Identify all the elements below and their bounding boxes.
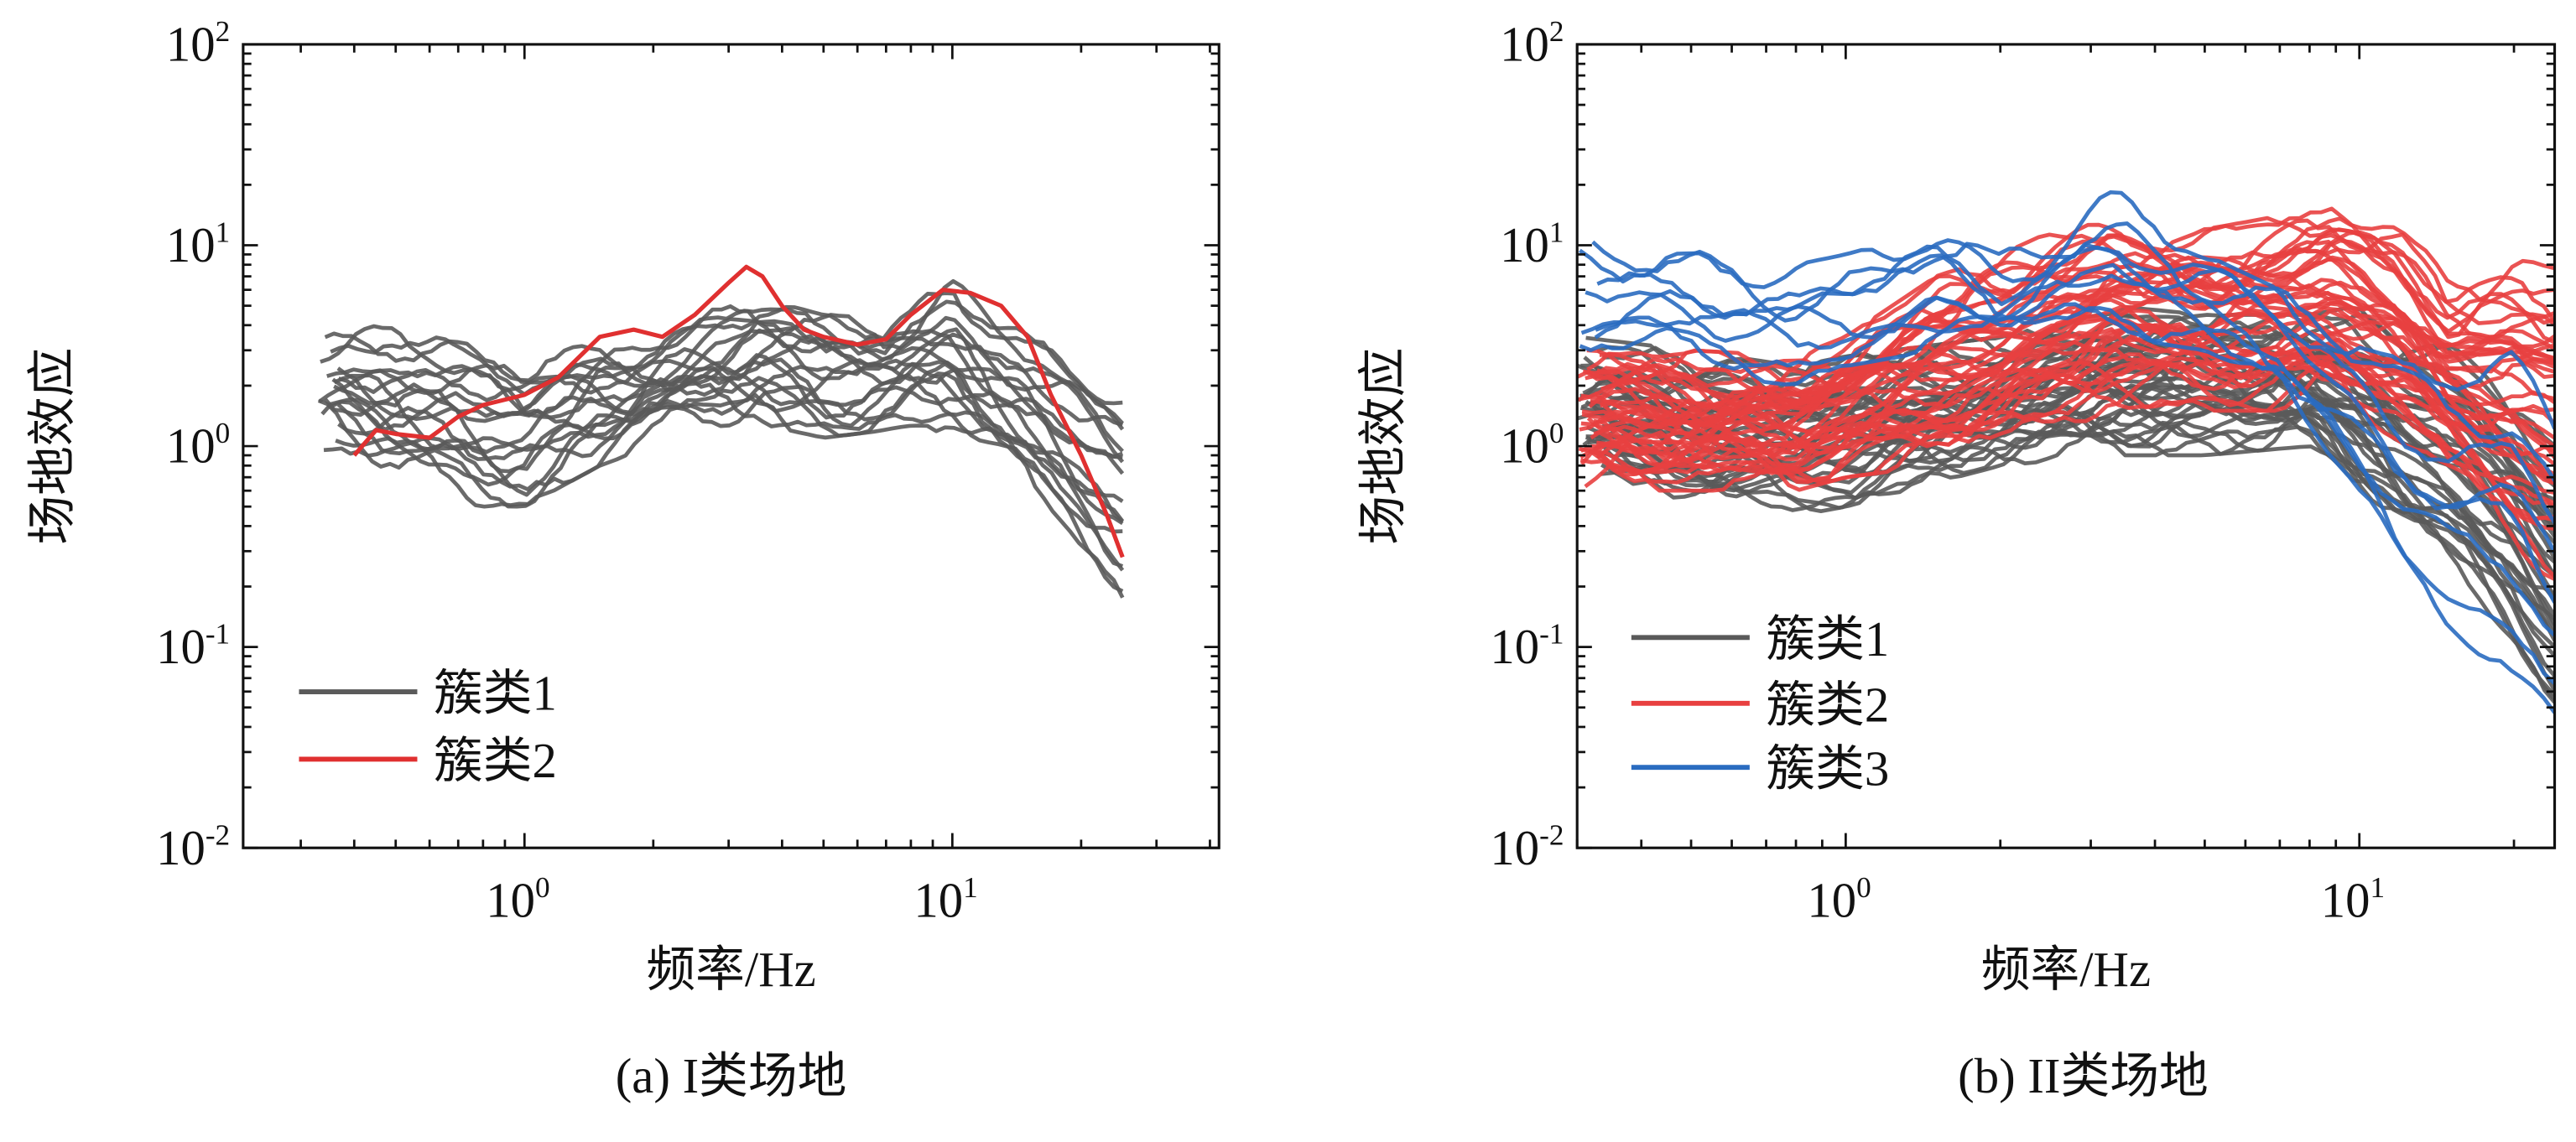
y-tick-label: 10-1 [156, 618, 230, 675]
x-tick-label-base: 10 [2321, 874, 2370, 928]
legend: 簇类1 簇类2 簇类3 [1631, 612, 1889, 797]
x-tick-label: 101 [2321, 871, 2385, 928]
series-line-1-15 [326, 313, 1125, 431]
plot-frame [242, 43, 1220, 849]
x-tick-label: 101 [913, 871, 977, 928]
axis-ticks [1575, 43, 2555, 849]
y-tick-label-exp: 1 [216, 216, 231, 249]
y-tick-label-exp: 2 [1549, 15, 1564, 48]
series-line-1-8 [333, 347, 1124, 526]
legend-label-2: 簇类2 [1766, 677, 1889, 732]
x-tick-label-base: 10 [1807, 874, 1856, 928]
series-group-2 [1577, 206, 2555, 581]
series-line-2-39 [1599, 206, 2555, 408]
y-tick-label-base: 10 [1500, 218, 1549, 273]
x-tick-label-exp: 0 [535, 871, 550, 904]
y-tick-label: 10-1 [1490, 618, 1564, 675]
x-axis-title: 频率/Hz [1981, 942, 2151, 997]
y-tick-label-base: 10 [1500, 419, 1549, 474]
y-tick-label-exp: 1 [1549, 216, 1564, 249]
series-line-1-17 [330, 299, 1124, 425]
y-tick-label-base: 10 [166, 218, 216, 273]
x-tick-label: 100 [486, 871, 549, 928]
x-tick-label: 100 [1807, 871, 1871, 928]
y-tick-label-exp: -1 [1539, 618, 1564, 651]
x-tick-label-base: 10 [486, 874, 535, 928]
series-line-1-4 [1634, 407, 2555, 704]
legend-label-1: 簇类1 [434, 667, 557, 721]
series-line-1-18 [324, 291, 1123, 406]
series-line-1-7 [1595, 397, 2555, 677]
y-tick-label: 102 [1500, 15, 1564, 72]
x-tick-label-base: 10 [913, 874, 963, 928]
x-tick-label-exp: 0 [1856, 871, 1871, 904]
series-line-1-4 [317, 372, 1123, 534]
panel-caption: (b) II类场地 [1958, 1049, 2209, 1103]
series-line-1-7 [336, 358, 1124, 503]
y-tick-label-exp: 2 [216, 15, 231, 48]
legend-label-1: 簇类1 [1766, 612, 1889, 667]
y-axis-title: 场地效应 [25, 347, 80, 544]
y-tick-label-exp: 0 [216, 417, 231, 449]
y-tick-label-base: 10 [156, 821, 206, 875]
series-line-3-5 [1585, 253, 2555, 553]
x-tick-label-exp: 1 [963, 871, 978, 904]
series-line-1-16 [320, 278, 1124, 453]
y-tick-label-base: 10 [1490, 620, 1539, 674]
y-tick-label-base: 10 [156, 620, 206, 674]
y-axis-title: 场地效应 [1356, 347, 1411, 544]
y-tick-label-base: 10 [166, 17, 216, 71]
series-line-3-8 [1578, 189, 2555, 430]
y-tick-label: 100 [166, 417, 230, 474]
y-tick-label: 101 [1500, 216, 1564, 273]
y-tick-label: 10-2 [156, 818, 230, 875]
y-tick-label-exp: -2 [1539, 818, 1564, 851]
y-tick-label-base: 10 [166, 419, 216, 474]
series-line-2-3 [1595, 356, 2555, 522]
series-group-3 [1578, 189, 2555, 714]
legend-label-3: 簇类3 [1766, 742, 1889, 797]
y-tick-label: 100 [1500, 417, 1564, 474]
series-line-1-14 [337, 319, 1123, 428]
series-line-2-1 [352, 264, 1125, 558]
series-line-3-7 [1591, 221, 2555, 482]
y-tick-label: 10-2 [1490, 818, 1564, 875]
y-tick-label-exp: -2 [206, 818, 230, 851]
series-line-3-2 [1595, 295, 2555, 685]
series-line-2-10 [1590, 325, 2555, 476]
y-tick-label-exp: 0 [1549, 417, 1564, 449]
series-group-1 [317, 278, 1125, 599]
legend-label-2: 簇类2 [434, 734, 557, 788]
x-tick-label-exp: 1 [2370, 871, 2385, 904]
series-line-2-18 [1581, 295, 2555, 458]
series-line-2-4 [1601, 360, 2555, 508]
y-tick-label: 102 [166, 15, 230, 72]
y-tick-label-exp: -1 [206, 618, 230, 651]
series-group-2 [352, 264, 1125, 558]
y-tick-label-base: 10 [1490, 821, 1539, 875]
y-tick-label-base: 10 [1500, 17, 1549, 71]
series-lines [317, 264, 1125, 599]
series-line-2-6 [1578, 347, 2555, 496]
axis-ticks [242, 43, 1220, 849]
series-lines [1577, 189, 2555, 714]
y-tick-label: 101 [166, 216, 230, 273]
x-axis-title: 频率/Hz [646, 942, 815, 997]
series-line-1-20 [1577, 348, 2555, 602]
series-line-2-40 [1596, 215, 2555, 407]
panel-caption: (a) I类场地 [616, 1049, 847, 1103]
